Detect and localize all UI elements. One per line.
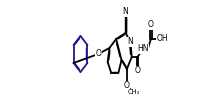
Text: O: O [148,20,154,30]
Text: O: O [124,81,130,90]
Text: CH₃: CH₃ [128,89,140,95]
Text: N: N [123,8,128,16]
Text: O: O [135,67,141,76]
Text: N: N [128,38,133,46]
Text: OH: OH [157,34,168,43]
Text: HN: HN [137,44,149,53]
Text: O: O [95,50,101,59]
